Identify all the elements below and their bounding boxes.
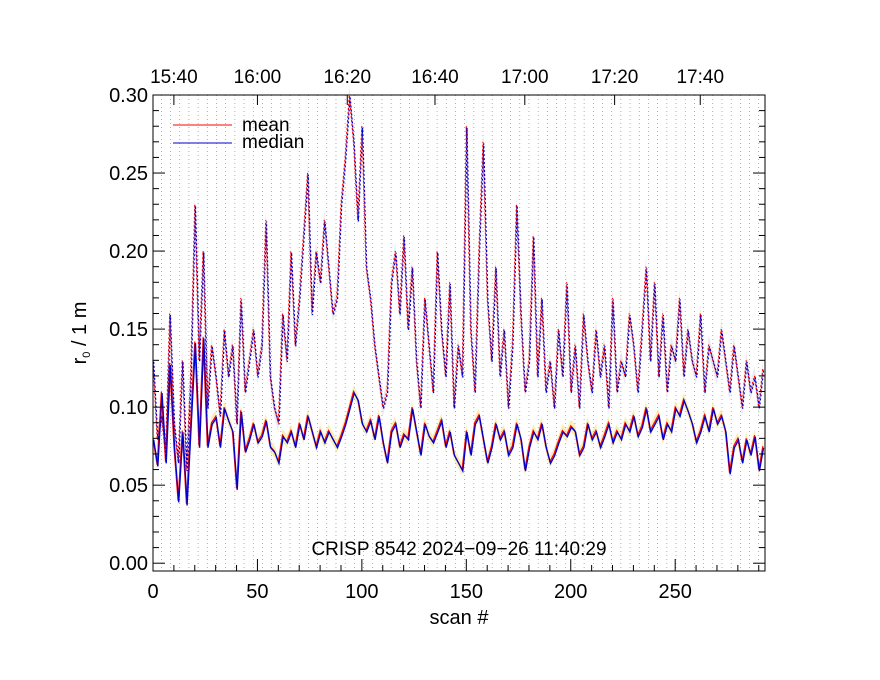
mean-mean-line [152, 94, 764, 470]
x-tick-label: 50 [246, 581, 268, 603]
y-axis-title-sub: 0 [81, 352, 93, 358]
x-tick-label: 150 [450, 581, 483, 603]
y-tick-label: 0.10 [109, 397, 148, 419]
axis-ticks [152, 94, 765, 571]
x-tick-label: 200 [554, 581, 587, 603]
x-top-time-label: 16:40 [411, 67, 459, 88]
chart-annotation: CRISP 8542 2024−09−26 11:40:29 [311, 539, 606, 560]
x-top-time-label: 16:00 [234, 67, 282, 88]
x-top-time-label: 17:20 [591, 67, 639, 88]
x-top-time-label: 15:40 [150, 67, 198, 88]
series-lines [152, 94, 765, 506]
x-tick-label: 100 [345, 581, 378, 603]
tick-labels: 0.00 0.05 0.10 0.15 0.20 0.25 0.30 0 50 100 150 200… [109, 67, 724, 603]
legend: mean median [173, 115, 304, 153]
y-tick-label: 0.25 [109, 163, 148, 185]
legend-median-label: median [242, 132, 304, 153]
plot-frame [152, 94, 766, 572]
y-tick-label: 0.05 [109, 475, 148, 497]
legend-mean-label: mean [242, 115, 290, 136]
y-axis-title-rest: / 1 m [69, 302, 91, 352]
y-axis-title-main: r [69, 357, 91, 364]
y-tick-label: 0.00 [109, 553, 148, 575]
x-tick-label: 250 [658, 581, 691, 603]
y-tick-label: 0.30 [109, 85, 148, 107]
median-median-line [153, 338, 765, 506]
x-top-time-label: 16:20 [323, 67, 371, 88]
svg-text:r0 / 1 m: r0 / 1 m [69, 302, 93, 365]
y-tick-label: 0.15 [109, 319, 148, 341]
y-tick-label: 0.20 [109, 241, 148, 263]
x-top-time-label: 17:00 [501, 67, 549, 88]
vertical-grid [161, 95, 760, 571]
x-top-time-label: 17:40 [676, 67, 724, 88]
mean-median-line [153, 96, 765, 472]
y-axis-title: r0 / 1 m [69, 302, 93, 365]
x-axis-title: scan # [430, 607, 490, 629]
x-tick-label: 0 [147, 581, 158, 603]
